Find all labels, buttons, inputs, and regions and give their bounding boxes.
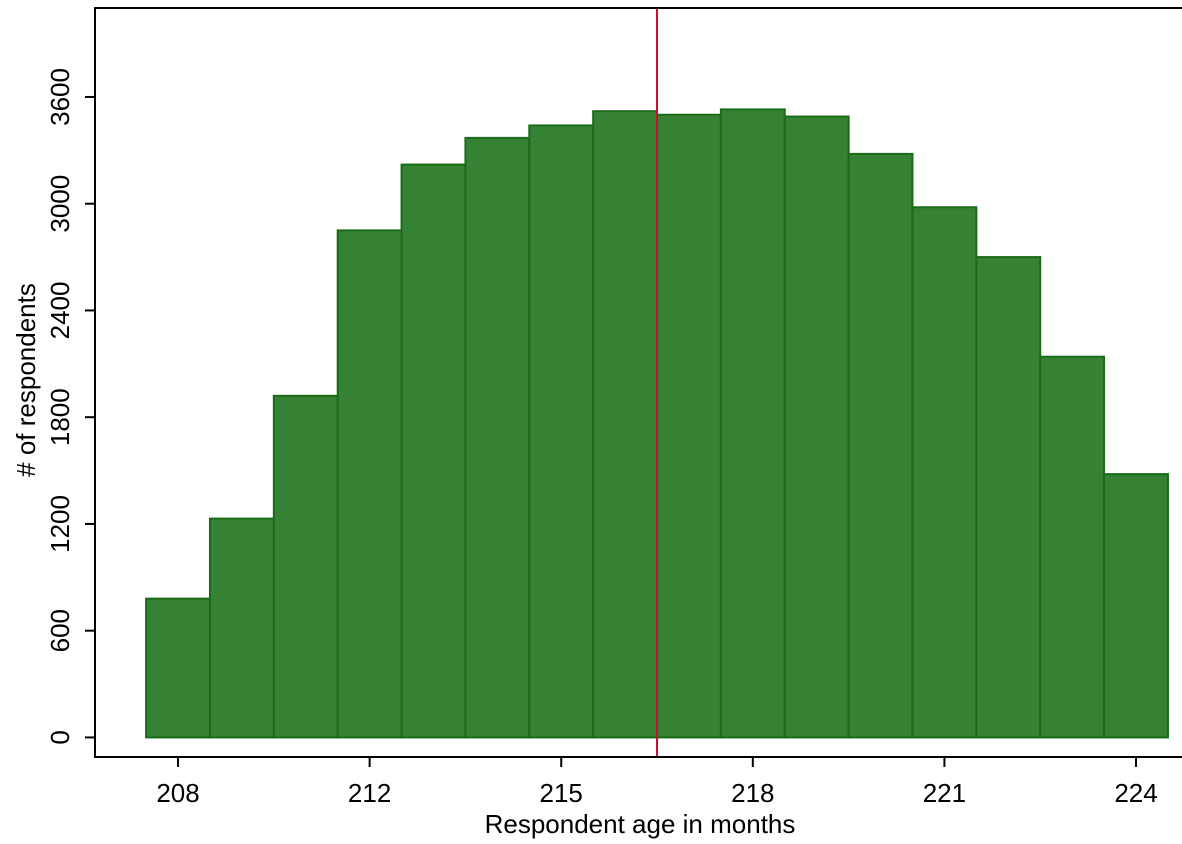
x-tick-label: 218 — [731, 778, 774, 808]
bar — [464, 136, 531, 739]
bar — [272, 394, 339, 739]
y-tick-label: 2400 — [45, 282, 75, 340]
y-tick-label: 0 — [45, 730, 75, 744]
bar — [975, 256, 1042, 739]
bar — [1039, 355, 1106, 739]
bar — [1103, 473, 1169, 739]
y-tick-label: 1200 — [45, 495, 75, 553]
y-axis-title: # of respondents — [11, 283, 41, 477]
x-axis-title: Respondent age in months — [485, 809, 796, 839]
y-tick-label: 3000 — [45, 175, 75, 233]
x-tick-label: 224 — [1114, 778, 1157, 808]
bar — [911, 206, 978, 739]
x-tick-label: 221 — [923, 778, 966, 808]
bar — [336, 229, 403, 739]
bar — [783, 115, 850, 739]
bar — [145, 597, 211, 739]
x-tick-label: 212 — [348, 778, 391, 808]
y-tick-label: 3600 — [45, 68, 75, 126]
bar — [208, 517, 275, 739]
bar — [656, 113, 722, 739]
bar — [528, 124, 595, 739]
bar — [719, 108, 786, 739]
bar — [847, 152, 914, 739]
x-tick-label: 208 — [156, 778, 199, 808]
y-tick-label: 1800 — [45, 388, 75, 446]
plot-frame — [94, 7, 1182, 758]
bar — [400, 163, 467, 739]
x-tick-label: 215 — [540, 778, 583, 808]
y-tick-label: 600 — [45, 609, 75, 652]
bar — [592, 110, 659, 739]
